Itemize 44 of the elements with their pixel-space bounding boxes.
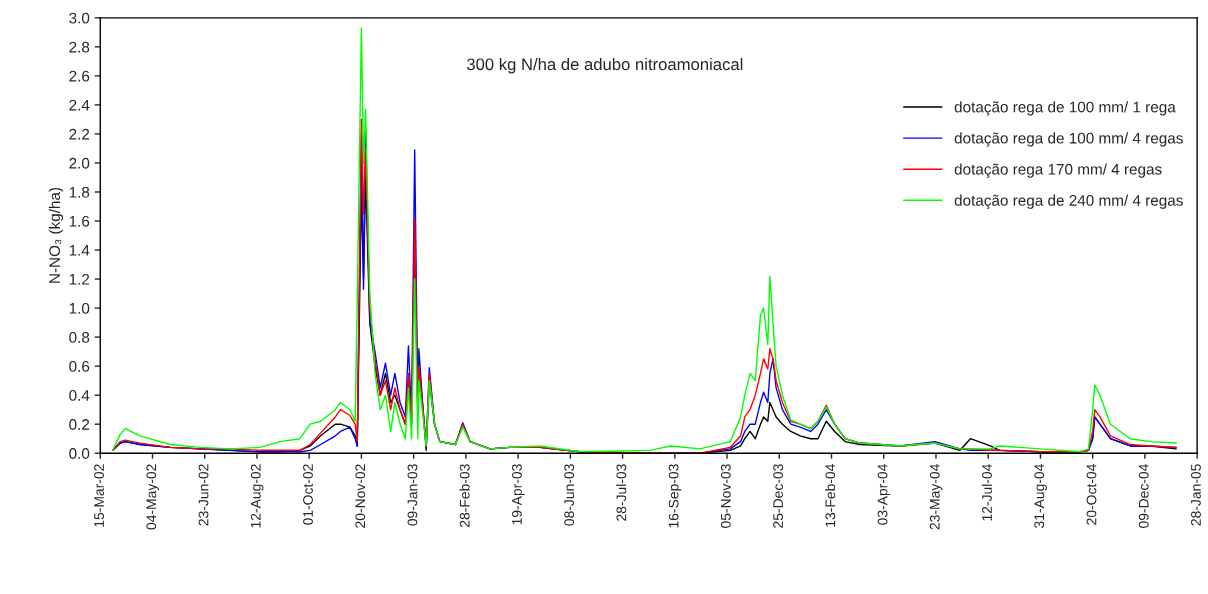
x-tick-label: 05-Nov-03: [720, 464, 731, 528]
y-tick-label: 2.0: [69, 157, 90, 169]
x-tick-label: 03-Apr-04: [877, 464, 891, 525]
y-tick-label: 0.0: [69, 448, 90, 459]
y-tick-label: 2.6: [69, 70, 90, 82]
y-tick-label: 1.4: [69, 245, 90, 256]
legend-label: dotação rega 170 mm/ 4 regas: [954, 163, 1162, 178]
y-tick-label: 1.8: [69, 186, 90, 198]
y-tick-label: 0.2: [69, 419, 90, 430]
y-tick-label: 3.0: [69, 12, 90, 24]
y-tick-label: 1.2: [69, 273, 90, 285]
x-tick-label: 12-Aug-02: [250, 464, 264, 528]
y-tick-label: 2.4: [69, 99, 90, 111]
legend-label: dotação rega de 100 mm/ 4 regas: [954, 132, 1183, 147]
x-tick-label: 12-Jul-04: [981, 464, 992, 521]
legend-label: dotação rega de 240 mm/ 4 regas: [954, 194, 1183, 209]
x-tick-label: 09-Dec-04: [1138, 464, 1149, 528]
x-tick-label: 28-Jul-03: [616, 464, 627, 521]
x-tick-label: 31-Aug-04: [1034, 464, 1047, 528]
y-tick-label: 0.6: [69, 361, 90, 372]
x-tick-label: 15-Mar-02: [94, 464, 104, 527]
y-tick-label: 1.6: [69, 215, 90, 227]
x-tick-label: 28-Jan-05: [1191, 464, 1201, 526]
x-tick-label: 16-Sep-03: [668, 464, 682, 528]
x-tick-label: 09-Jan-03: [407, 464, 418, 526]
x-tick-label: 01-Oct-02: [303, 464, 313, 525]
y-tick-label: 0.4: [69, 390, 90, 401]
x-tick-label: 23-May-04: [929, 464, 943, 530]
y-tick-label: 2.8: [69, 41, 90, 53]
y-tick-label: 0.8: [69, 331, 90, 343]
x-tick-label: 20-Nov-02: [355, 464, 366, 528]
x-tick-label: 04-May-02: [146, 464, 159, 530]
x-tick-label: 13-Feb-04: [825, 464, 836, 527]
y-tick-label: 1.0: [69, 302, 90, 314]
x-tick-label: 20-Oct-04: [1086, 464, 1097, 525]
y-axis-title: N-NO₃ (kg/ha): [48, 187, 64, 283]
x-tick-label: 23-Jun-02: [198, 464, 209, 526]
text: 300 kg N/ha de adubo nitroamoniacal: [466, 57, 743, 74]
legend-label: dotação rega de 100 mm/ 1 rega: [954, 101, 1176, 116]
y-tick-label: 2.2: [69, 128, 90, 140]
x-tick-label: 08-Jun-03: [564, 464, 575, 526]
x-tick-label: 28-Feb-03: [459, 464, 470, 528]
x-tick-label: 19-Apr-03: [512, 464, 525, 525]
x-tick-label: 25-Dec-03: [773, 464, 783, 528]
